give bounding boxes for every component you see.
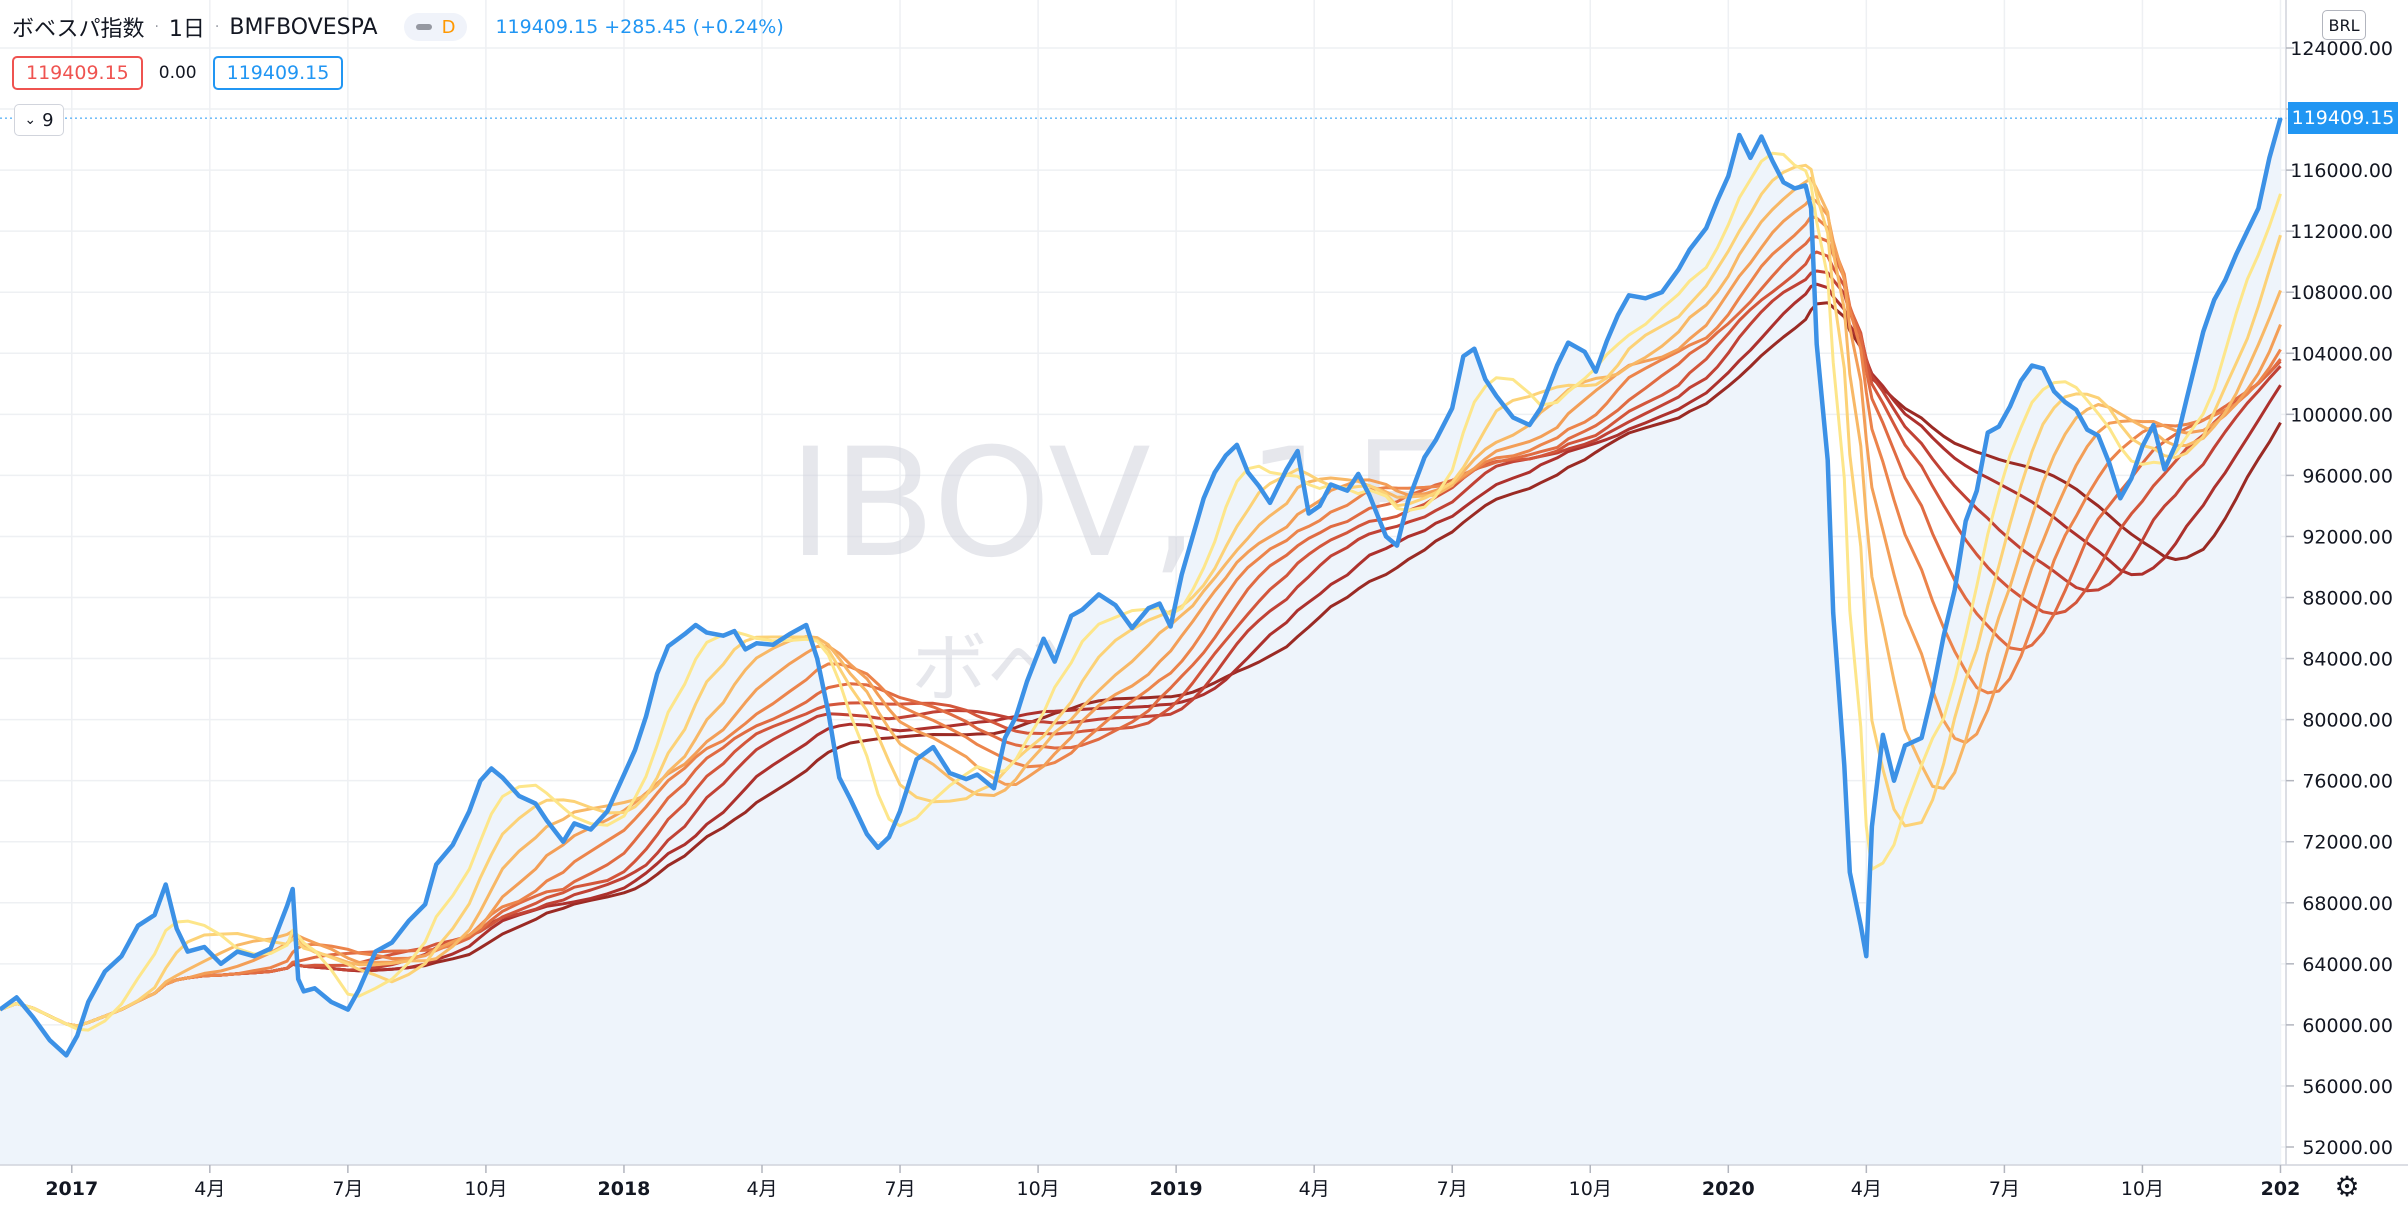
legend-separator: ·	[154, 19, 159, 35]
time-tick-label: 202	[2261, 1178, 2301, 1200]
time-tick-label: 10月	[2121, 1178, 2164, 1200]
market-status-icon	[415, 24, 432, 30]
ma-line-14	[0, 196, 2282, 1028]
currency-button[interactable]: BRL	[2322, 10, 2366, 40]
price-tick-label: 60000.00	[2302, 1015, 2393, 1037]
time-tick-label: 4月	[746, 1178, 777, 1200]
price-pills: 119409.15 0.00 119409.15	[12, 56, 344, 90]
price-tick-label: 124000.00	[2290, 38, 2393, 60]
price-tick-label: 68000.00	[2302, 893, 2393, 915]
indicator-count: 9	[42, 109, 54, 131]
time-tick-label: 7月	[1437, 1178, 1468, 1200]
legend-separator: ·	[214, 19, 220, 35]
price-tick-label: 72000.00	[2302, 832, 2393, 854]
price-tick-label: 56000.00	[2302, 1076, 2393, 1098]
indicators-collapse-button[interactable]: ⌄ 9	[14, 104, 64, 136]
price-line-layer	[0, 117, 2283, 1058]
ma-line-20	[0, 235, 2282, 1028]
price-tick-label: 88000.00	[2302, 588, 2393, 610]
time-tick-label: 4月	[1851, 1178, 1882, 1200]
price-tick-label: 80000.00	[2302, 710, 2393, 732]
spread-value: 0.00	[158, 63, 197, 83]
time-tick-label: 10月	[1569, 1178, 1612, 1200]
price-tick-label: 64000.00	[2302, 954, 2393, 976]
time-tick-label: 7月	[332, 1178, 363, 1200]
chevron-down-icon: ⌄	[24, 112, 37, 128]
sell-price-pill[interactable]: 119409.15	[12, 56, 143, 90]
gear-icon[interactable]: ⚙	[2334, 1170, 2360, 1203]
time-tick-label: 2019	[1150, 1178, 1203, 1200]
buy-price-pill[interactable]: 119409.15	[212, 56, 344, 90]
price-change-readout: 119409.15 +285.45 (+0.24%)	[495, 16, 784, 38]
price-tick-label: 84000.00	[2302, 649, 2393, 671]
symbol-name[interactable]: ボベスパ指数	[12, 17, 145, 42]
interval-label[interactable]: 1日	[168, 17, 205, 42]
market-status-badge[interactable]: D	[403, 13, 468, 41]
time-tick-label: 2017	[45, 1178, 98, 1200]
price-tick-label: 116000.00	[2290, 160, 2393, 182]
time-tick-label: 10月	[1016, 1178, 1059, 1200]
price-tick-label: 112000.00	[2290, 221, 2393, 243]
price-tick-label: 96000.00	[2302, 465, 2393, 487]
time-tick-label: 2018	[598, 1178, 651, 1200]
price-tick-label: 52000.00	[2302, 1137, 2393, 1159]
price-tick-label: 108000.00	[2290, 282, 2393, 304]
price-tick-label: 100000.00	[2290, 404, 2393, 426]
price-tick-label: 76000.00	[2302, 771, 2393, 793]
time-tick-label: 4月	[1299, 1178, 1330, 1200]
price-tick-label: 104000.00	[2290, 343, 2393, 365]
time-tick-label: 7月	[884, 1178, 915, 1200]
ma-ribbon	[0, 151, 2282, 1032]
last-price-label: 119409.15	[2288, 102, 2398, 135]
ma-line-8	[0, 163, 2282, 1028]
series-legend: ボベスパ指数 · 1日 · BMFBOVESPA D 119409.15 +28…	[12, 12, 784, 42]
time-tick-label: 10月	[464, 1178, 507, 1200]
time-tick-label: 2020	[1702, 1178, 1755, 1200]
exchange-label: BMFBOVESPA	[229, 14, 378, 40]
data-delay-letter: D	[441, 16, 456, 38]
price-tick-label: 92000.00	[2302, 526, 2393, 548]
time-tick-label: 4月	[194, 1178, 225, 1200]
price-line	[0, 117, 2283, 1058]
ma-line-5	[0, 151, 2282, 1032]
ma-line-23	[0, 250, 2282, 1028]
time-tick-label: 7月	[1989, 1178, 2020, 1200]
